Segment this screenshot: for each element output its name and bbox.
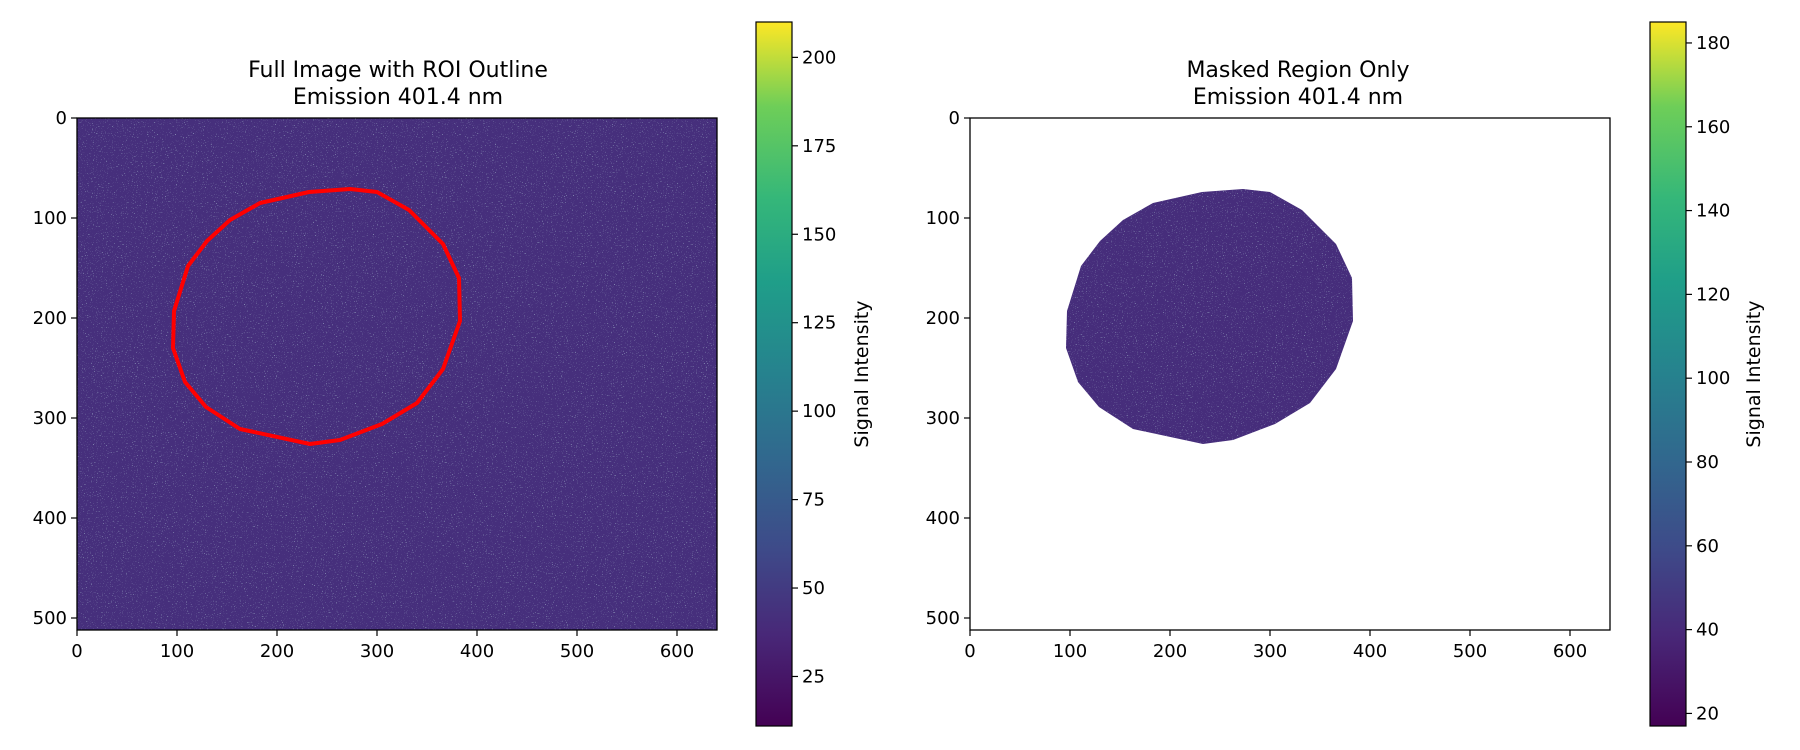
axis-ticks: 0 100 200 300 400 500 600 0 100 200 300 400 500 bbox=[926, 108, 1588, 662]
axis-ticks: 0 100 200 300 400 500 600 0 100 200 300 400 500 bbox=[33, 108, 695, 662]
colorbar-tick-label: 25 bbox=[802, 666, 825, 687]
x-tick-label: 0 bbox=[71, 641, 82, 662]
colorbar-tick-label: 75 bbox=[802, 490, 825, 511]
y-tick-label: 400 bbox=[33, 508, 67, 529]
y-tick-label: 0 bbox=[56, 108, 67, 129]
y-tick-label: 500 bbox=[33, 608, 67, 629]
panel-title-line1: Masked Region Only bbox=[1186, 58, 1409, 83]
y-tick-label: 200 bbox=[926, 308, 960, 329]
colorbar-tick-label: 100 bbox=[802, 401, 836, 422]
x-tick-label: 400 bbox=[460, 641, 494, 662]
x-tick-label: 300 bbox=[360, 641, 394, 662]
colorbar-tick-label: 180 bbox=[1696, 33, 1730, 54]
y-tick-label: 300 bbox=[33, 408, 67, 429]
panel-title-line2: Emission 401.4 nm bbox=[1193, 85, 1403, 110]
x-tick-label: 600 bbox=[660, 641, 694, 662]
panel-title-line1: Full Image with ROI Outline bbox=[248, 58, 548, 83]
y-tick-label: 100 bbox=[926, 208, 960, 229]
colorbar-tick-label: 160 bbox=[1696, 117, 1730, 138]
x-tick-label: 500 bbox=[560, 641, 594, 662]
image-plot[interactable] bbox=[76, 117, 718, 631]
colorbar-label: Signal Intensity bbox=[851, 300, 873, 447]
colorbar-tick-label: 120 bbox=[1696, 284, 1730, 305]
image-plot[interactable] bbox=[969, 117, 1611, 631]
x-tick-label: 400 bbox=[1353, 641, 1387, 662]
colorbar-tick-label: 40 bbox=[1696, 620, 1719, 641]
x-tick-label: 100 bbox=[160, 641, 194, 662]
colorbar-tick-label: 125 bbox=[802, 313, 836, 334]
x-tick-label: 300 bbox=[1253, 641, 1287, 662]
image-noise bbox=[77, 118, 717, 630]
full-image-panel: Full Image with ROI Outline Emission 401… bbox=[33, 21, 873, 727]
colorbar-tick-label: 80 bbox=[1696, 452, 1719, 473]
colorbar-gradient bbox=[755, 21, 793, 727]
x-tick-label: 100 bbox=[1053, 641, 1087, 662]
colorbar-tick-label: 100 bbox=[1696, 368, 1730, 389]
colorbar-tick-label: 60 bbox=[1696, 536, 1719, 557]
x-tick-label: 0 bbox=[964, 641, 975, 662]
colorbar-tick-label: 175 bbox=[802, 136, 836, 157]
colorbar-tick-label: 20 bbox=[1696, 703, 1719, 724]
panel-title-line2: Emission 401.4 nm bbox=[293, 85, 503, 110]
colorbar: 25 50 75 100 125 150 175 200 bbox=[755, 21, 836, 727]
axes-frame bbox=[969, 117, 1611, 631]
masked-region-panel: Masked Region Only Emission 401.4 nm 0 10… bbox=[926, 21, 1765, 727]
colorbar-label: Signal Intensity bbox=[1743, 300, 1765, 447]
y-tick-label: 200 bbox=[33, 308, 67, 329]
colorbar-tick-label: 150 bbox=[802, 224, 836, 245]
roi-outline[interactable] bbox=[171, 187, 462, 446]
x-tick-label: 600 bbox=[1553, 641, 1587, 662]
x-tick-label: 200 bbox=[1153, 641, 1187, 662]
y-tick-label: 400 bbox=[926, 508, 960, 529]
y-tick-label: 300 bbox=[926, 408, 960, 429]
x-tick-label: 200 bbox=[260, 641, 294, 662]
y-tick-label: 500 bbox=[926, 608, 960, 629]
y-tick-label: 100 bbox=[33, 208, 67, 229]
colorbar-tick-label: 200 bbox=[802, 47, 836, 68]
colorbar-gradient bbox=[1649, 21, 1687, 727]
x-tick-label: 500 bbox=[1453, 641, 1487, 662]
y-tick-label: 0 bbox=[949, 108, 960, 129]
colorbar-tick-label: 140 bbox=[1696, 201, 1730, 222]
colorbar: 20 40 60 80 100 120 140 160 180 bbox=[1649, 21, 1730, 727]
axes-frame bbox=[76, 117, 718, 631]
colorbar-tick-label: 50 bbox=[802, 578, 825, 599]
masked-region-noise bbox=[1066, 189, 1353, 444]
